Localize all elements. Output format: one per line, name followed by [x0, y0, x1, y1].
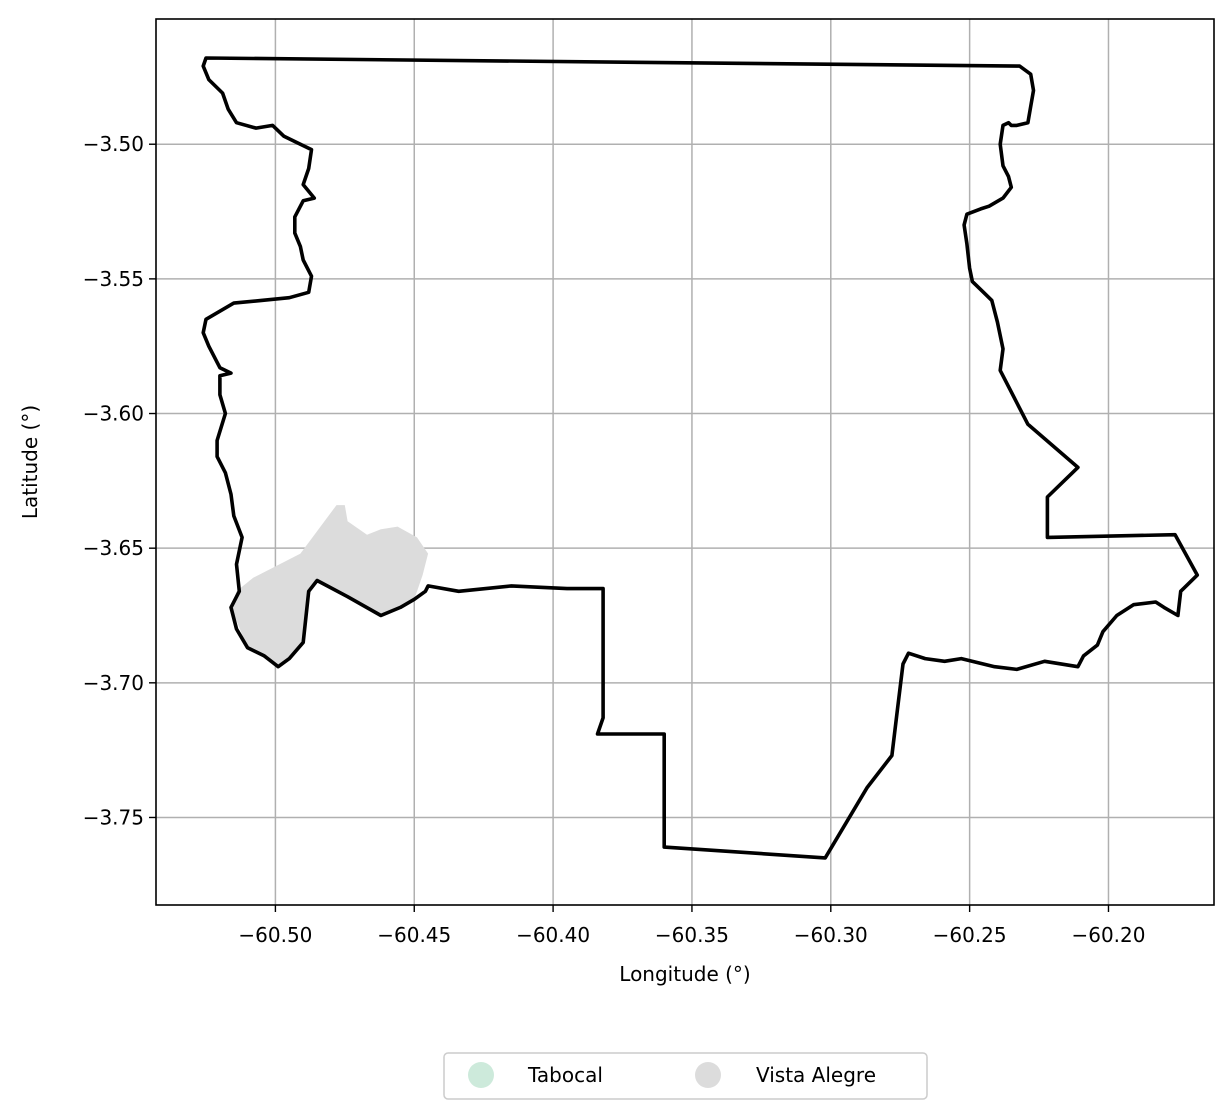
legend-frame	[443, 1052, 928, 1100]
x-tick-label: −60.50	[238, 923, 312, 947]
y-tick-label: −3.65	[83, 536, 144, 560]
x-tick-label: −60.40	[516, 923, 590, 947]
municipality-boundary	[201, 56, 1200, 860]
y-tick-label: −3.70	[83, 671, 144, 695]
legend-swatch-vista-alegre	[695, 1062, 721, 1088]
legend-label-vista-alegre: Vista Alegre	[756, 1063, 876, 1087]
y-tick-label: −3.75	[83, 805, 144, 829]
legend-swatch-tabocal	[468, 1062, 494, 1088]
x-axis-label: Longitude (°)	[619, 962, 750, 986]
x-tick-label: −60.35	[655, 923, 729, 947]
x-tick-label: −60.25	[933, 923, 1007, 947]
y-axis-ticks: −3.50 −3.55 −3.60 −3.65 −3.70 −3.75	[83, 132, 156, 829]
x-tick-label: −60.30	[794, 923, 868, 947]
y-axis-label: Latitude (°)	[18, 405, 42, 519]
x-axis-ticks: −60.50 −60.45 −60.40 −60.35 −60.30 −60.25 −60.…	[238, 905, 1145, 947]
legend: Tabocal Vista Alegre	[443, 1052, 928, 1100]
y-tick-label: −3.55	[83, 267, 144, 291]
legend-label-tabocal: Tabocal	[527, 1063, 603, 1087]
y-tick-label: −3.60	[83, 402, 144, 426]
x-tick-label: −60.20	[1071, 923, 1145, 947]
boundary-layer	[201, 56, 1200, 860]
y-tick-label: −3.50	[83, 132, 144, 156]
plot-frame	[155, 18, 1215, 906]
x-tick-label: −60.45	[377, 923, 451, 947]
